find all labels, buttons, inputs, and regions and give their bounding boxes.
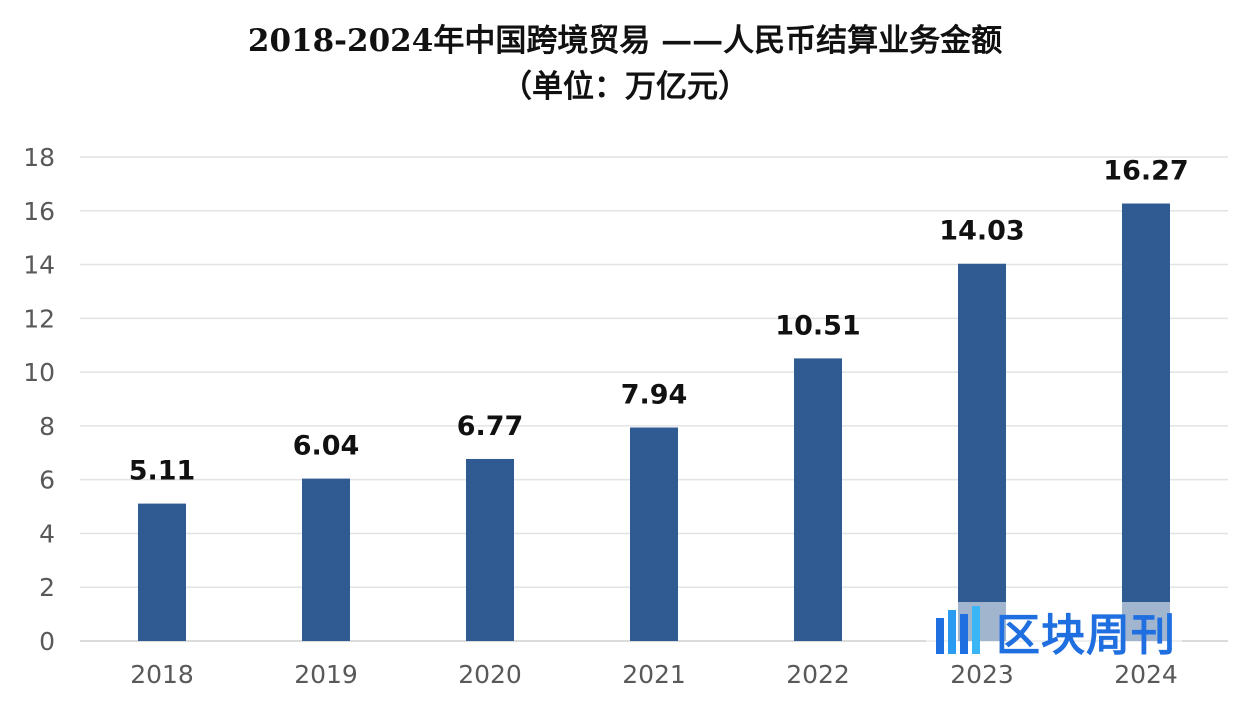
data-label-2018: 5.11 [129,456,196,487]
y-tick-label: 14 [23,251,55,280]
y-tick-label: 16 [23,197,55,226]
bar-2022 [794,358,842,641]
y-tick-label: 8 [39,412,55,441]
data-label-2023: 14.03 [939,216,1024,247]
x-tick-label-2022: 2022 [786,660,850,689]
data-label-2019: 6.04 [293,431,360,462]
data-labels: 5.11 6.04 6.77 7.94 10.51 14.03 16.27 [129,156,1189,487]
bar-2019 [302,478,350,641]
y-tick-label: 2 [39,573,55,602]
bar-2020 [466,458,514,641]
chart-subtitle: （单位：万亿元） [501,69,749,105]
bar-2018 [138,503,186,641]
data-label-2021: 7.94 [621,380,688,411]
y-tick-label: 4 [39,519,55,548]
bar-2023 [958,263,1006,641]
chart-title-block: 2018-2024年中国跨境贸易 ——人民币结算业务金额 （单位：万亿元） [0,18,1250,110]
bar-2021 [630,427,678,641]
y-tick-label: 6 [39,466,55,495]
x-tick-label-2023: 2023 [950,660,1014,689]
x-tick-label-2018: 2018 [130,660,194,689]
y-tick-label: 18 [23,143,55,172]
y-tick-label: 10 [23,358,55,387]
bars [138,203,1170,642]
x-tick-label-2024: 2024 [1114,660,1178,689]
x-tick-label-2021: 2021 [622,660,686,689]
y-tick-label: 0 [39,627,55,656]
data-label-2022: 10.51 [775,310,860,341]
watermark: 区块周刊 [926,602,1182,661]
y-tick-label: 12 [23,304,55,333]
y-axis-ticks: 0 2 4 6 8 10 12 14 16 18 [23,143,55,656]
x-axis-ticks: 2018 2019 2020 2021 2022 2023 2024 [130,660,1178,689]
x-tick-label-2019: 2019 [294,660,358,689]
x-tick-label-2020: 2020 [458,660,522,689]
data-label-2020: 6.77 [457,411,524,442]
data-label-2024: 16.27 [1103,156,1188,187]
watermark-logo-icon [936,606,980,654]
watermark-text: 区块周刊 [996,610,1176,661]
bar-2024 [1122,203,1170,642]
chart-title: 2018-2024年中国跨境贸易 ——人民币结算业务金额 [247,23,1003,59]
